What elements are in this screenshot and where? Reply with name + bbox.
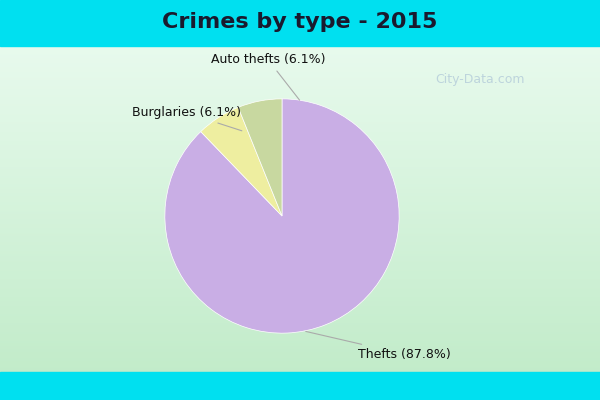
Wedge shape — [165, 99, 399, 333]
Text: Thefts (87.8%): Thefts (87.8%) — [306, 332, 451, 361]
Text: City-Data.com: City-Data.com — [435, 74, 525, 86]
Wedge shape — [238, 99, 282, 216]
Text: Auto thefts (6.1%): Auto thefts (6.1%) — [211, 53, 325, 100]
Text: Burglaries (6.1%): Burglaries (6.1%) — [132, 106, 242, 131]
Wedge shape — [201, 107, 282, 216]
Text: Crimes by type - 2015: Crimes by type - 2015 — [163, 12, 437, 32]
